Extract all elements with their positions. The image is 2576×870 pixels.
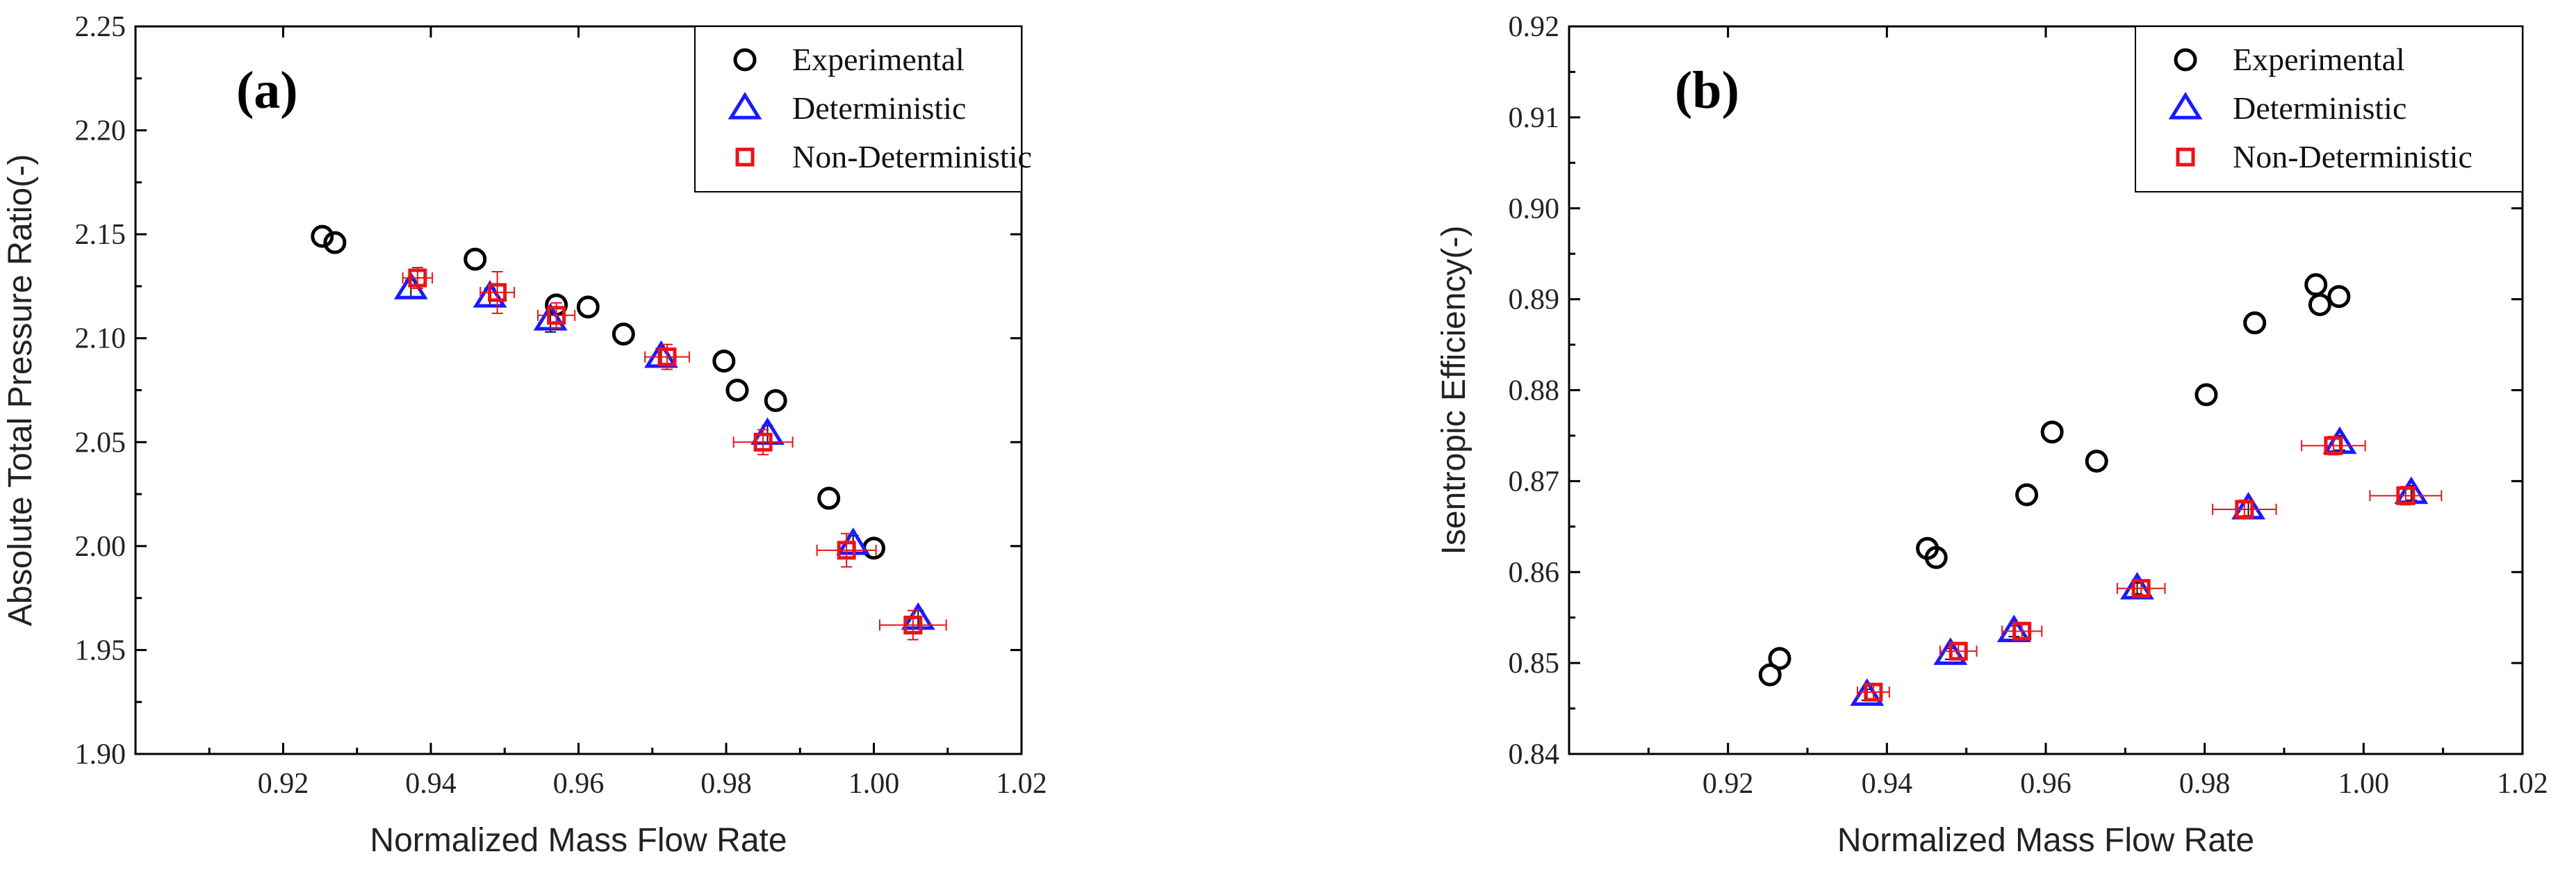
experimental-point	[2040, 420, 2064, 444]
series-experimental	[311, 224, 885, 560]
series-experimental	[1758, 273, 2351, 687]
y-tick-label: 2.15	[75, 219, 126, 251]
legend-label: Experimental	[792, 42, 965, 77]
experimental-point	[2243, 311, 2267, 335]
non-deterministic-point	[1949, 641, 1968, 661]
non-deterministic-point	[488, 283, 507, 302]
non-deterministic-point	[2324, 436, 2343, 455]
y-tick-label: 0.89	[1509, 284, 1560, 316]
non-deterministic-point	[837, 541, 856, 560]
y-tick-label: 2.10	[75, 323, 126, 355]
x-tick-label: 1.02	[996, 768, 1047, 800]
experimental-point	[612, 322, 635, 346]
legend-label: Experimental	[2233, 42, 2405, 77]
x-tick-label: 0.96	[553, 768, 605, 800]
experimental-point	[323, 231, 347, 254]
non-deterministic-point	[547, 306, 566, 325]
legend-marker-circle	[2174, 48, 2197, 72]
x-tick-label: 1.00	[2338, 768, 2390, 800]
experimental-point	[311, 224, 334, 248]
x-tick-label: 1.02	[2497, 768, 2548, 800]
y-tick-label: 2.05	[75, 427, 126, 459]
experimental-point	[2327, 285, 2351, 309]
y-tick-label: 1.90	[75, 739, 126, 771]
legend-box	[2135, 26, 2523, 192]
panel-label: (a)	[236, 61, 298, 120]
experimental-point	[1758, 663, 1782, 687]
y-tick-label: 0.90	[1509, 193, 1560, 225]
x-tick-label: 0.94	[1862, 768, 1913, 800]
x-axis-title: Normalized Mass Flow Rate	[1837, 822, 2254, 859]
experimental-point	[576, 295, 600, 319]
experimental-point	[712, 350, 736, 373]
y-axis-title: Absolute Total Pressure Ratio(-)	[2, 154, 39, 626]
legend-label: Deterministic	[2233, 90, 2406, 126]
non-deterministic-point	[753, 432, 773, 452]
chart-panel-a: 0.92 0.94 0.96 0.98 1.00 1.02 1.90 1.95 2.00 2.05…	[2, 11, 1047, 859]
y-tick-label: 0.87	[1509, 466, 1560, 498]
experimental-point	[1768, 647, 1791, 671]
series-non-deterministic	[1857, 436, 2443, 702]
experimental-point	[725, 379, 749, 402]
non-deterministic-point	[1864, 682, 1883, 702]
non-deterministic-point	[2235, 500, 2254, 519]
experimental-point	[2308, 293, 2331, 316]
series-non-deterministic	[402, 267, 947, 641]
legend-label: Deterministic	[792, 90, 966, 126]
x-tick-label: 0.92	[258, 768, 309, 800]
legend-marker-circle	[733, 48, 757, 72]
x-tick-label: 0.98	[2179, 768, 2231, 800]
series-deterministic	[393, 272, 935, 630]
x-tick-label: 1.00	[848, 768, 900, 800]
legend-label: Non-Deterministic	[2233, 139, 2472, 174]
panel-label: (b)	[1675, 61, 1739, 120]
non-deterministic-point	[903, 616, 923, 635]
y-tick-label: 2.00	[75, 531, 126, 563]
experimental-point	[1924, 545, 1948, 569]
legend-marker-square	[735, 147, 755, 167]
y-tick-label: 0.85	[1509, 648, 1560, 680]
non-deterministic-point	[2396, 486, 2415, 505]
x-tick-label: 0.92	[1703, 768, 1754, 800]
y-tick-label: 1.95	[75, 634, 126, 666]
experimental-point	[2194, 383, 2218, 407]
x-axis-title: Normalized Mass Flow Rate	[370, 822, 787, 859]
chart-panel-b: 0.92 0.94 0.96 0.98 1.00 1.02 0.84 0.85 0.86 0.87…	[1436, 11, 2548, 859]
y-tick-label: 0.84	[1509, 739, 1560, 771]
legend-marker-square	[2176, 147, 2195, 167]
experimental-point	[2304, 273, 2328, 297]
experimental-point	[817, 486, 841, 510]
legend-marker-triangle	[728, 92, 762, 120]
deterministic-point	[750, 417, 785, 445]
experimental-point	[764, 388, 787, 412]
x-tick-label: 0.98	[700, 768, 752, 800]
y-tick-label: 0.91	[1509, 102, 1560, 134]
experimental-point	[2085, 450, 2108, 473]
legend-marker-triangle	[2168, 92, 2203, 120]
non-deterministic-point	[408, 268, 427, 288]
legend-label: Non-Deterministic	[792, 139, 1032, 174]
non-deterministic-point	[2131, 579, 2151, 598]
x-tick-label: 0.94	[405, 768, 457, 800]
non-deterministic-point	[657, 347, 677, 367]
experimental-point	[2015, 483, 2039, 507]
y-tick-label: 0.88	[1509, 375, 1560, 407]
deterministic-point	[533, 303, 568, 331]
y-tick-label: 2.25	[75, 11, 126, 43]
y-tick-label: 0.86	[1509, 557, 1560, 589]
y-axis-title: Isentropic Efficiency(-)	[1436, 226, 1472, 555]
experimental-point	[463, 247, 487, 271]
non-deterministic-point	[2012, 621, 2032, 641]
x-tick-label: 0.96	[2020, 768, 2072, 800]
deterministic-point	[1933, 637, 1968, 665]
y-tick-label: 2.20	[75, 115, 126, 147]
y-tick-label: 0.92	[1509, 11, 1560, 43]
